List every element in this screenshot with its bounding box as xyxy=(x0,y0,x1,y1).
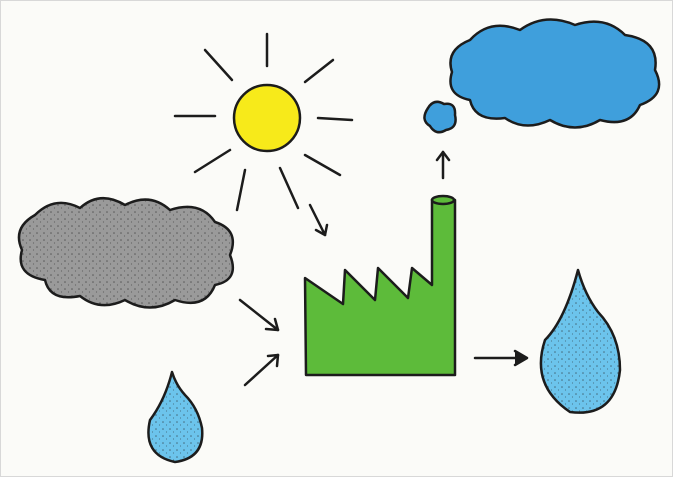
page: {} html, body { margin: 0; padding: 0; w… xyxy=(0,0,673,477)
drawing xyxy=(0,0,673,477)
chimney-top xyxy=(432,196,454,204)
page-body: (() => { const data = JSON.parse(documen… xyxy=(0,0,673,477)
blue-cloud xyxy=(450,20,659,128)
cloud-texture xyxy=(19,198,233,307)
sun-disc xyxy=(234,85,300,151)
